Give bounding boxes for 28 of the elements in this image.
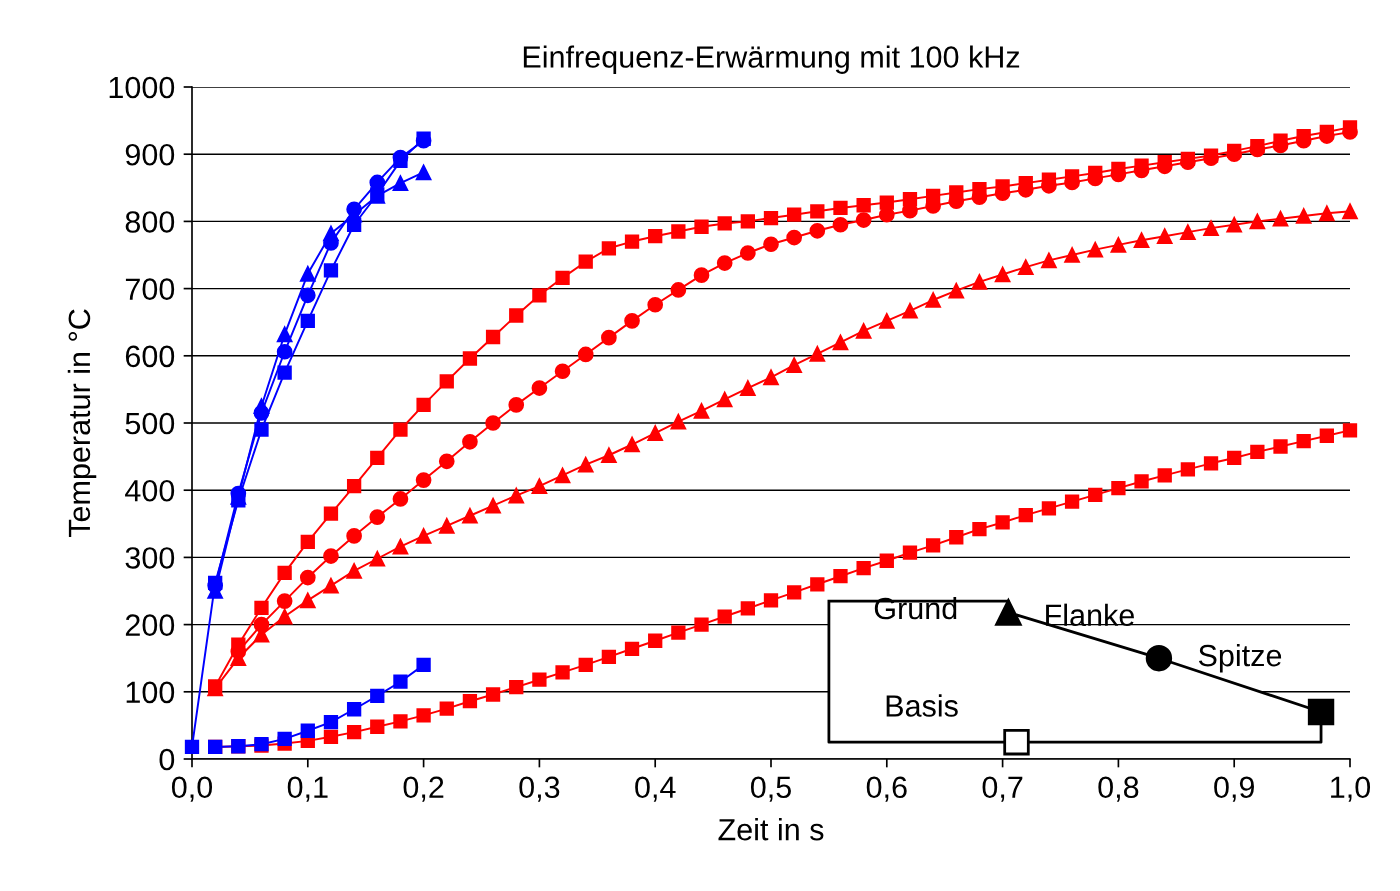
- x-tick-label: 0,0: [171, 776, 213, 802]
- x-tick-label: 1,0: [1331, 776, 1371, 802]
- y-tick-label: 0: [159, 748, 175, 771]
- y-tick-label: 100: [126, 681, 175, 704]
- x-tick-label: 0,8: [1098, 776, 1139, 802]
- y-tick-label: 300: [125, 547, 175, 569]
- y-tick-label: 400: [125, 479, 175, 502]
- y-tick-label: 600: [125, 345, 175, 368]
- x-tick-label: 0,6: [866, 776, 907, 802]
- y-tick-label: 1000: [109, 76, 175, 99]
- y-axis-title: Temperatur in °C: [67, 309, 97, 538]
- x-axis-title: Zeit in s: [718, 818, 824, 841]
- x-tick-label: 0,5: [750, 776, 791, 802]
- annotation: Grund: [874, 596, 957, 620]
- y-tick-label: 500: [125, 412, 175, 435]
- x-tick-label: 0,3: [519, 776, 560, 802]
- chart-title: Einfrequenz-Erwärmung mit 100 kHz: [523, 45, 1020, 74]
- y-tick-label: 700: [125, 278, 175, 300]
- y-tick-label: 900: [125, 143, 175, 166]
- x-tick-label: 0,2: [403, 776, 444, 802]
- x-tick-label: 0,4: [635, 776, 676, 802]
- y-tick-label: 800: [125, 211, 175, 233]
- annotation: Spitze: [1198, 643, 1282, 673]
- x-tick-label: 0,1: [287, 776, 328, 802]
- x-tick-label: 0,9: [1214, 776, 1254, 802]
- y-tick-label: 200: [125, 614, 175, 636]
- x-tick-label: 0,7: [982, 776, 1023, 802]
- annotation: Basis: [886, 694, 958, 717]
